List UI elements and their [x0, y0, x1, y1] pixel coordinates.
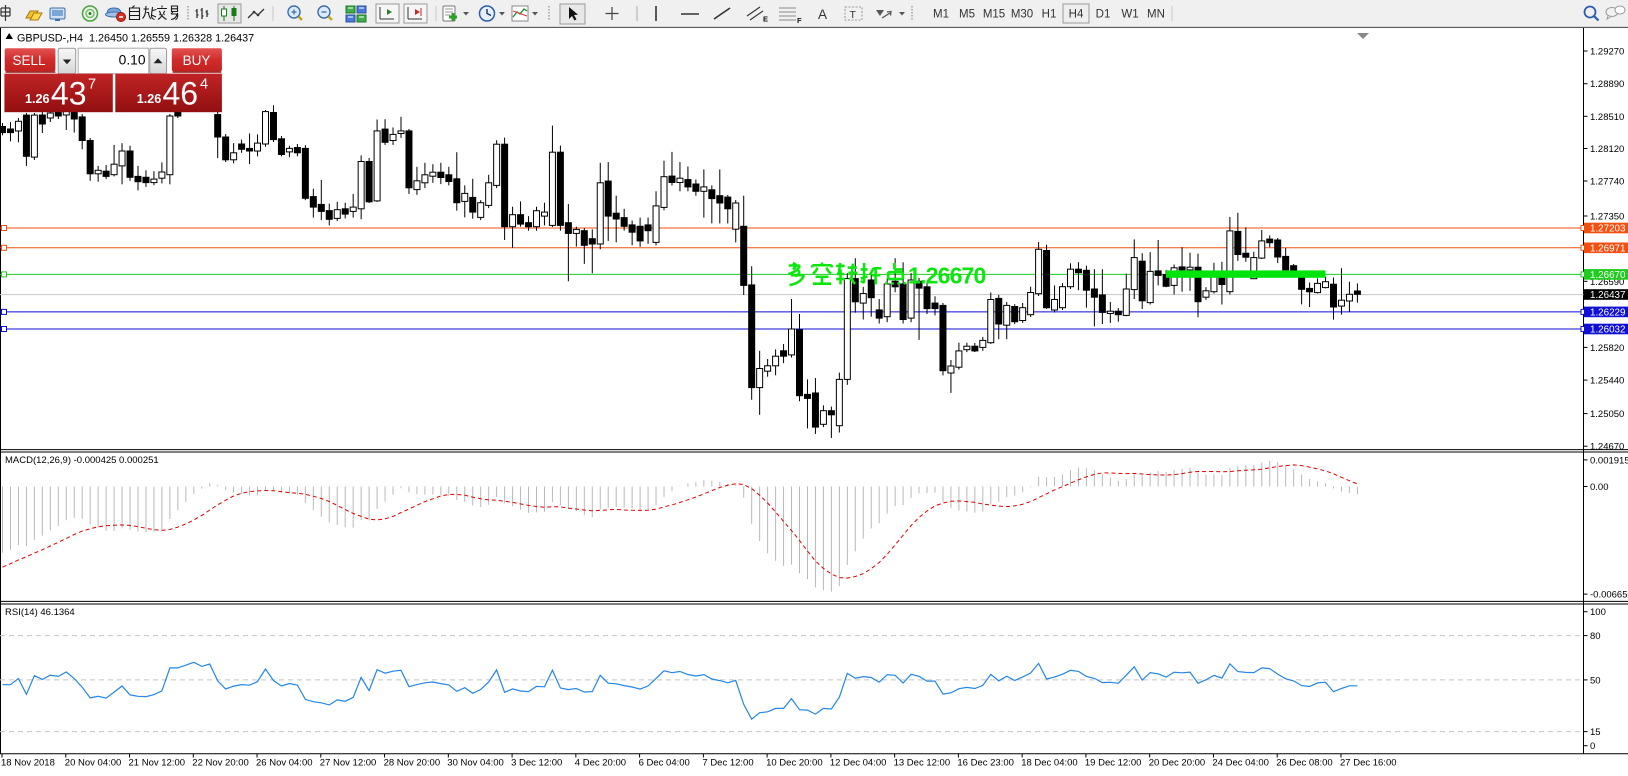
svg-text:26 Nov 04:00: 26 Nov 04:00: [256, 758, 313, 769]
svg-text:MACD(12,26,9) -0.000425 0.0002: MACD(12,26,9) -0.000425 0.000251: [5, 455, 159, 466]
svg-text:28 Nov 20:00: 28 Nov 20:00: [384, 758, 441, 769]
svg-text:18 Nov 2018: 18 Nov 2018: [1, 758, 55, 769]
svg-text:1.29270: 1.29270: [1590, 47, 1624, 58]
svg-text:1.28120: 1.28120: [1590, 144, 1624, 155]
svg-text:1.26229: 1.26229: [1590, 308, 1625, 319]
svg-text:24 Dec 04:00: 24 Dec 04:00: [1212, 758, 1269, 769]
svg-text:1.26971: 1.26971: [1590, 243, 1625, 254]
svg-text:100: 100: [1590, 607, 1606, 618]
svg-text:0: 0: [1590, 741, 1595, 752]
svg-text:20 Dec 20:00: 20 Dec 20:00: [1149, 758, 1206, 769]
svg-text:4 Dec 20:00: 4 Dec 20:00: [575, 758, 626, 769]
svg-text:15: 15: [1590, 727, 1601, 738]
svg-text:1.28890: 1.28890: [1590, 79, 1624, 90]
svg-text:3 Dec 12:00: 3 Dec 12:00: [511, 758, 562, 769]
svg-text:T: T: [850, 9, 857, 21]
svg-text:13 Dec 12:00: 13 Dec 12:00: [894, 758, 951, 769]
svg-text:1.25820: 1.25820: [1590, 343, 1624, 354]
svg-text:19 Dec 12:00: 19 Dec 12:00: [1085, 758, 1142, 769]
svg-text:H4: H4: [1069, 9, 1084, 21]
svg-text:1.26: 1.26: [25, 92, 50, 106]
svg-text:1.26: 1.26: [137, 92, 162, 106]
svg-text:W1: W1: [1121, 9, 1138, 21]
svg-text:1.27350: 1.27350: [1590, 212, 1624, 223]
svg-text:M1: M1: [933, 9, 949, 21]
svg-text:6 Dec 04:00: 6 Dec 04:00: [639, 758, 690, 769]
svg-text:12 Dec 04:00: 12 Dec 04:00: [830, 758, 887, 769]
svg-text:M15: M15: [983, 9, 1005, 21]
svg-text:1.24670: 1.24670: [1590, 442, 1624, 453]
svg-text:30 Nov 04:00: 30 Nov 04:00: [447, 758, 504, 769]
svg-text:0.10: 0.10: [119, 52, 146, 67]
svg-text:1.28510: 1.28510: [1590, 112, 1624, 123]
svg-text:H1: H1: [1042, 9, 1057, 21]
svg-text:1.27740: 1.27740: [1590, 177, 1624, 188]
svg-text:43: 43: [51, 76, 87, 112]
svg-text:18 Dec 04:00: 18 Dec 04:00: [1021, 758, 1078, 769]
svg-text:SELL: SELL: [12, 53, 46, 68]
svg-text:1.26590: 1.26590: [1590, 277, 1624, 288]
svg-text:A: A: [818, 7, 827, 22]
svg-text:0.001915: 0.001915: [1590, 455, 1628, 466]
svg-text:10 Dec 20:00: 10 Dec 20:00: [766, 758, 823, 769]
svg-text:21 Nov 12:00: 21 Nov 12:00: [129, 758, 186, 769]
svg-text:RSI(14) 46.1364: RSI(14) 46.1364: [5, 607, 75, 618]
svg-text:7: 7: [88, 77, 96, 93]
svg-text:1.27203: 1.27203: [1590, 224, 1626, 235]
svg-text:D1: D1: [1096, 9, 1111, 21]
svg-text:M30: M30: [1011, 9, 1033, 21]
svg-text:M5: M5: [959, 9, 975, 21]
svg-text:80: 80: [1590, 631, 1601, 642]
svg-text:27 Dec 16:00: 27 Dec 16:00: [1340, 758, 1397, 769]
svg-text:16 Dec 23:00: 16 Dec 23:00: [957, 758, 1014, 769]
svg-text:0.00: 0.00: [1590, 482, 1609, 493]
svg-text:4: 4: [200, 77, 208, 93]
svg-text:-0.006650: -0.006650: [1590, 590, 1628, 601]
svg-text:1.25440: 1.25440: [1590, 376, 1624, 387]
svg-text:50: 50: [1590, 675, 1601, 686]
svg-text:1.25050: 1.25050: [1590, 409, 1624, 420]
svg-text:7 Dec 12:00: 7 Dec 12:00: [702, 758, 753, 769]
svg-text:20 Nov 04:00: 20 Nov 04:00: [65, 758, 122, 769]
svg-text:MN: MN: [1147, 9, 1165, 21]
svg-text:26 Dec 08:00: 26 Dec 08:00: [1276, 758, 1333, 769]
svg-text:BUY: BUY: [183, 53, 211, 68]
svg-text:E: E: [763, 15, 768, 24]
svg-text:F: F: [797, 16, 802, 25]
svg-text:1.26670: 1.26670: [1590, 270, 1626, 281]
svg-text:46: 46: [163, 76, 199, 112]
svg-text:27 Nov 12:00: 27 Nov 12:00: [320, 758, 377, 769]
svg-text:22 Nov 20:00: 22 Nov 20:00: [192, 758, 249, 769]
svg-text:GBPUSD-,H4 1.26450 1.26559 1.: GBPUSD-,H4 1.26450 1.26559 1.26328 1.264…: [17, 33, 254, 45]
svg-text:1.26670: 1.26670: [908, 263, 986, 289]
svg-text:1.26032: 1.26032: [1590, 325, 1625, 336]
svg-text:1.26437: 1.26437: [1590, 290, 1625, 301]
